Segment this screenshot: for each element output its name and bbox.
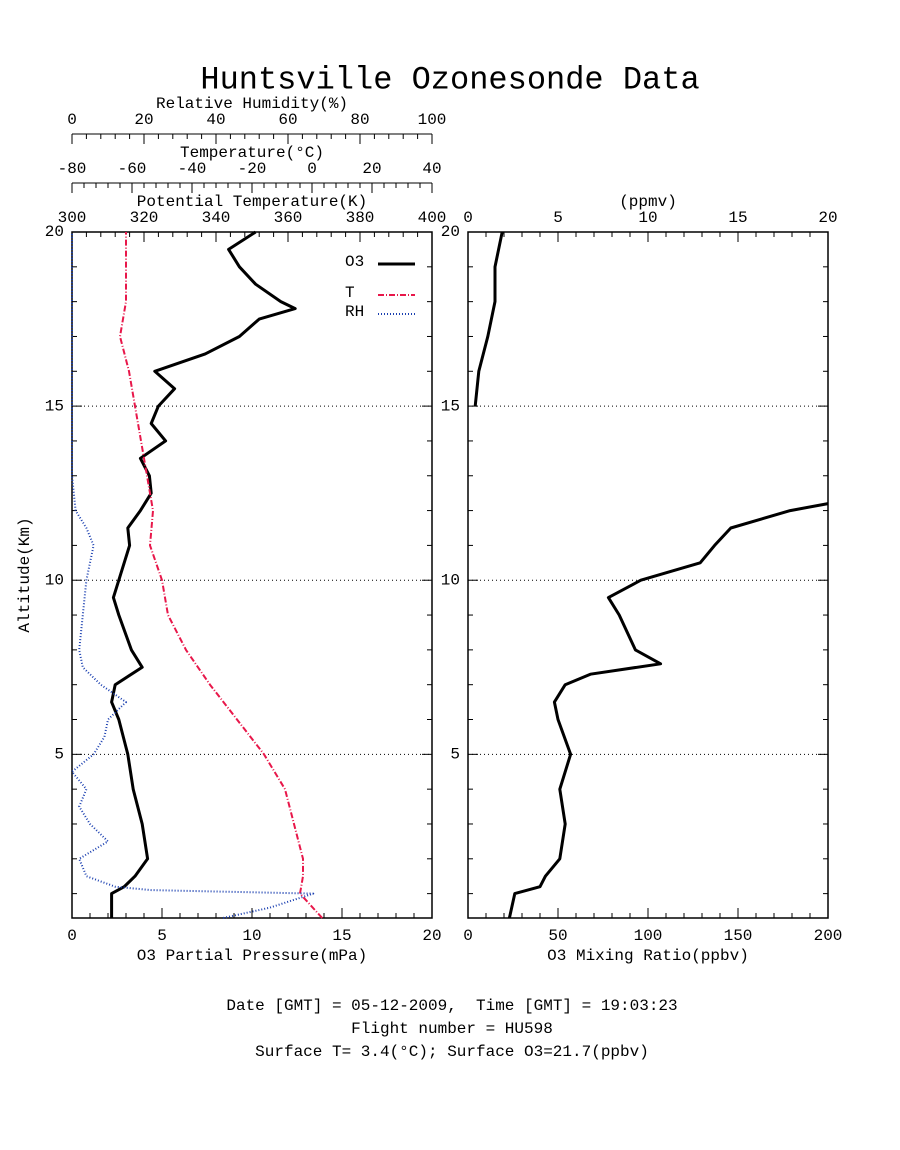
y-tick-label: 10 — [45, 571, 64, 589]
top-tick-label: 20 — [818, 209, 837, 227]
legend-label: RH — [345, 303, 364, 321]
y-tick-label: 5 — [450, 746, 460, 764]
series-line — [71, 232, 315, 919]
top-tick-label: 320 — [130, 209, 159, 227]
top-tick-label: 15 — [728, 209, 747, 227]
x-tick-label: 5 — [157, 927, 167, 945]
top-tick-label: 40 — [206, 111, 225, 129]
x-tick-label: 100 — [634, 927, 663, 945]
top-tick-label: 100 — [418, 111, 447, 129]
y-tick-label: 15 — [45, 397, 64, 415]
x-tick-label: 0 — [67, 927, 77, 945]
top-tick-label: 20 — [362, 160, 381, 178]
top-tick-label: -60 — [118, 160, 147, 178]
plot-frame — [71, 231, 433, 919]
x-tick-label: 150 — [724, 927, 753, 945]
footer-line: Surface T= 3.4(°C); Surface O3=21.7(ppbv… — [255, 1043, 649, 1061]
x-tick-label: 200 — [814, 927, 843, 945]
top-tick-label: 340 — [202, 209, 231, 227]
x-axis-label: O3 Partial Pressure(mPa) — [137, 947, 367, 965]
series-line — [119, 232, 323, 919]
top-tick-label: -80 — [58, 160, 87, 178]
x-tick-label: 10 — [242, 927, 261, 945]
top-tick-label: 300 — [58, 209, 87, 227]
series-line — [110, 230, 297, 918]
top-axis-label: (ppmv) — [619, 193, 677, 211]
chart-title: Huntsville Ozonesonde Data — [200, 61, 699, 98]
x-axis-label: O3 Mixing Ratio(ppbv) — [547, 947, 749, 965]
y-tick-label: 10 — [441, 571, 460, 589]
top-tick-label: 0 — [307, 160, 317, 178]
legend-label: O3 — [345, 253, 364, 271]
top-tick-label: 20 — [134, 111, 153, 129]
top-tick-label: 60 — [278, 111, 297, 129]
top-tick-label: 400 — [418, 209, 447, 227]
top-tick-label: 0 — [463, 209, 473, 227]
y-tick-label: 20 — [45, 223, 64, 241]
x-tick-label: 50 — [548, 927, 567, 945]
top-tick-label: 360 — [274, 209, 303, 227]
top-axis-label: Temperature(°C) — [180, 144, 324, 162]
y-tick-label: 5 — [54, 746, 64, 764]
x-tick-label: 0 — [463, 927, 473, 945]
x-tick-label: 15 — [332, 927, 351, 945]
top-tick-label: 40 — [422, 160, 441, 178]
plot-frame — [467, 231, 829, 919]
series-line — [473, 231, 829, 919]
top-axis-label: Relative Humidity(%) — [156, 95, 348, 113]
y-tick-label: 15 — [441, 397, 460, 415]
legend-label: T — [345, 284, 355, 302]
y-axis-label: Altitude(Km) — [16, 517, 34, 632]
top-axis-label: Potential Temperature(K) — [137, 193, 367, 211]
top-tick-label: -20 — [238, 160, 267, 178]
top-tick-label: 10 — [638, 209, 657, 227]
top-tick-label: 380 — [346, 209, 375, 227]
top-tick-label: 0 — [67, 111, 77, 129]
footer-line: Date [GMT] = 05-12-2009, Time [GMT] = 19… — [226, 997, 677, 1015]
top-tick-label: 80 — [350, 111, 369, 129]
top-tick-label: -40 — [178, 160, 207, 178]
top-tick-label: 5 — [553, 209, 563, 227]
footer-line: Flight number = HU598 — [351, 1020, 553, 1038]
y-tick-label: 20 — [441, 223, 460, 241]
x-tick-label: 20 — [422, 927, 441, 945]
